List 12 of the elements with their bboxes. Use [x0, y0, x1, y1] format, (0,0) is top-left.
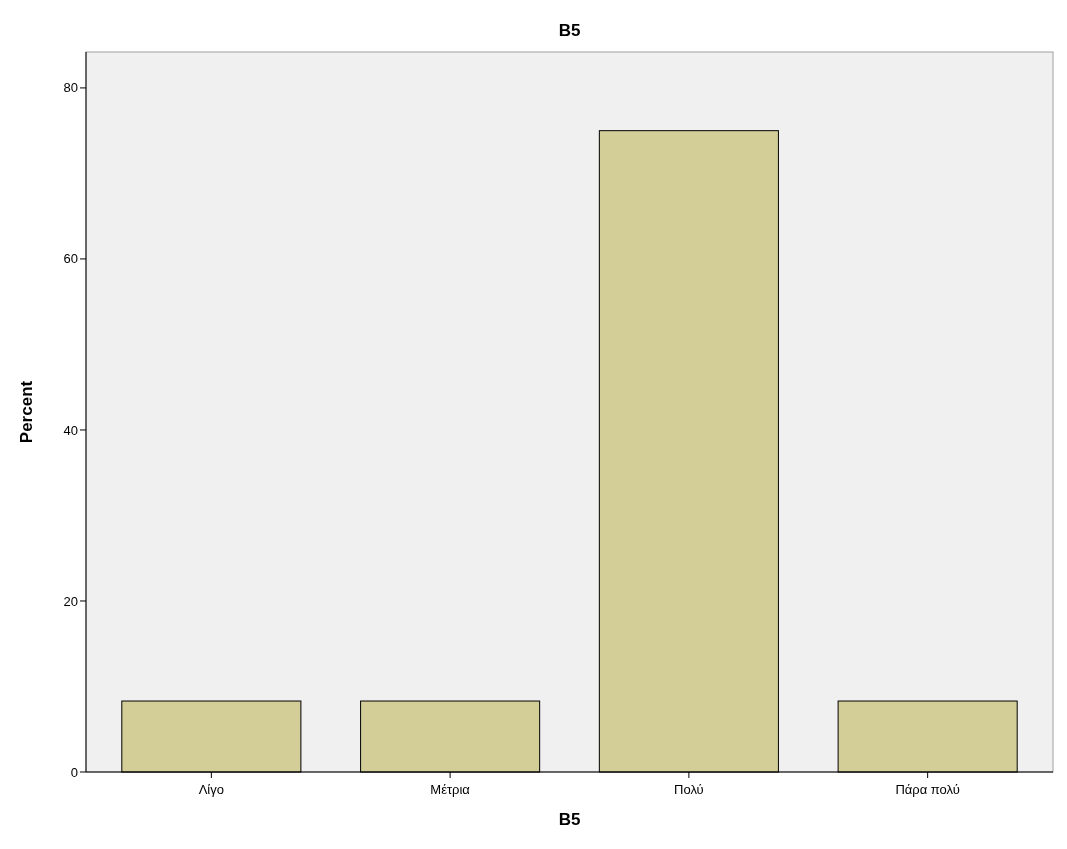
chart-title: B5 — [558, 21, 581, 40]
x-tick-label: Πολύ — [674, 782, 704, 797]
y-tick-label: 20 — [63, 593, 78, 609]
x-tick-label: Μέτρια — [430, 782, 471, 797]
y-axis-title: Percent — [16, 380, 36, 444]
y-tick-label: 40 — [63, 422, 78, 438]
y-tick-label: 0 — [70, 764, 78, 780]
x-tick-label: Πάρα πολύ — [895, 782, 960, 797]
x-axis-title: B5 — [558, 810, 581, 829]
y-tick-label: 80 — [63, 80, 78, 96]
y-tick-label: 60 — [63, 251, 78, 267]
x-tick-label: Λίγο — [198, 782, 225, 797]
